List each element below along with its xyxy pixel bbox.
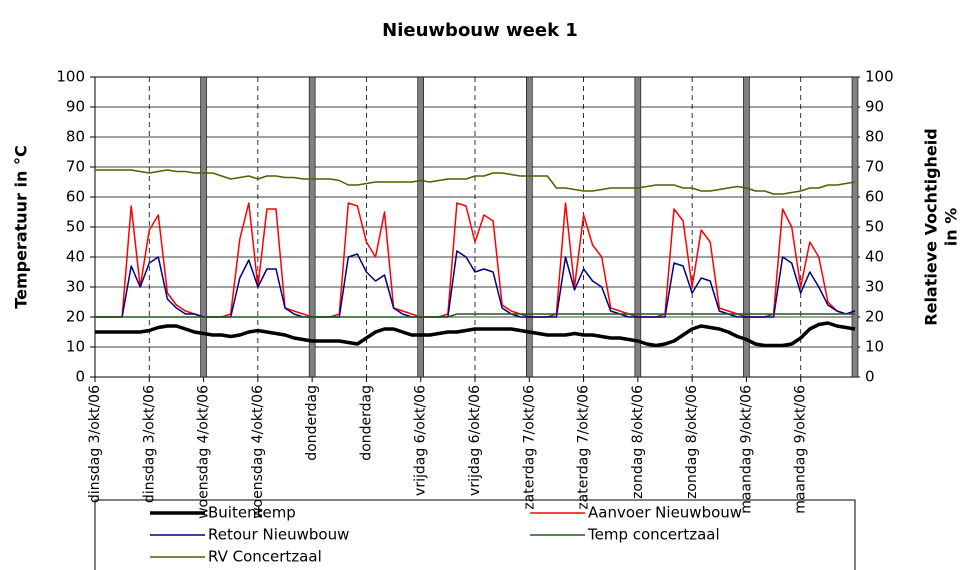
series-line	[95, 313, 855, 318]
y2-axis-label: Relatieve Vochtigheid	[922, 128, 941, 325]
x-tick-label: woensdag 4/okt/06	[250, 385, 266, 519]
x-tick-label: dinsdag 3/okt/06	[87, 385, 103, 503]
y-tick-label: 10	[66, 338, 85, 356]
legend-label: Buitentemp	[208, 504, 296, 522]
legend-box	[94, 499, 856, 570]
series-line	[95, 169, 856, 195]
y-axis-label: Temperatuur in °C	[12, 145, 31, 308]
y-tick-label: 60	[66, 188, 85, 206]
legend-label: Temp concertzaal	[587, 526, 720, 544]
y2-tick-label: 30	[865, 278, 884, 296]
y-tick-label: 90	[66, 98, 85, 116]
x-tick-label: maandag 9/okt/06	[793, 385, 809, 514]
y-tick-label: 0	[75, 368, 85, 386]
y2-tick-label: 100	[865, 68, 894, 86]
legend-label: RV Concertzaal	[208, 548, 322, 566]
y-tick-label: 40	[66, 248, 85, 266]
x-tick-label: vrijdag 6/okt/06	[413, 385, 429, 496]
x-tick-label: maandag 9/okt/06	[738, 385, 754, 514]
legend-label: Aanvoer Nieuwbouw	[588, 504, 742, 522]
y2-tick-label: 20	[865, 308, 884, 326]
y-tick-label: 100	[56, 68, 85, 86]
y2-tick-label: 90	[865, 98, 884, 116]
x-tick-label: woensdag 4/okt/06	[196, 385, 212, 519]
x-tick-label: zondag 8/okt/06	[630, 385, 646, 499]
series-line	[95, 321, 856, 348]
y2-tick-label: 70	[865, 158, 884, 176]
x-tick-label: donderdag	[358, 385, 374, 461]
y2-tick-label: 40	[865, 248, 884, 266]
y-tick-label: 80	[66, 128, 85, 146]
y2-tick-label: 0	[865, 368, 875, 386]
grid-line	[851, 76, 859, 378]
y2-tick-label: 50	[865, 218, 884, 236]
y2-tick-label: 10	[865, 338, 884, 356]
y2-tick-label: 80	[865, 128, 884, 146]
y-tick-label: 50	[66, 218, 85, 236]
y-tick-label: 20	[66, 308, 85, 326]
x-tick-label: vrijdag 6/okt/06	[467, 385, 483, 496]
legend-label: Retour Nieuwbouw	[208, 526, 349, 544]
x-tick-label: donderdag	[304, 385, 320, 461]
x-tick-label: zondag 8/okt/06	[684, 385, 700, 499]
y2-tick-label: 60	[865, 188, 884, 206]
grid-line	[743, 76, 750, 378]
grid-line	[308, 76, 316, 378]
y2-axis-label: in %	[942, 208, 961, 246]
x-tick-label: zaterdag 7/okt/06	[521, 385, 537, 510]
x-tick-label: dinsdag 3/okt/06	[141, 385, 157, 503]
y-tick-label: 30	[66, 278, 85, 296]
chart-title: Nieuwbouw week 1	[382, 20, 578, 41]
y-tick-label: 70	[66, 158, 85, 176]
grid-line	[634, 76, 642, 378]
x-tick-label: zaterdag 7/okt/06	[576, 385, 592, 510]
grid-line	[417, 76, 425, 378]
